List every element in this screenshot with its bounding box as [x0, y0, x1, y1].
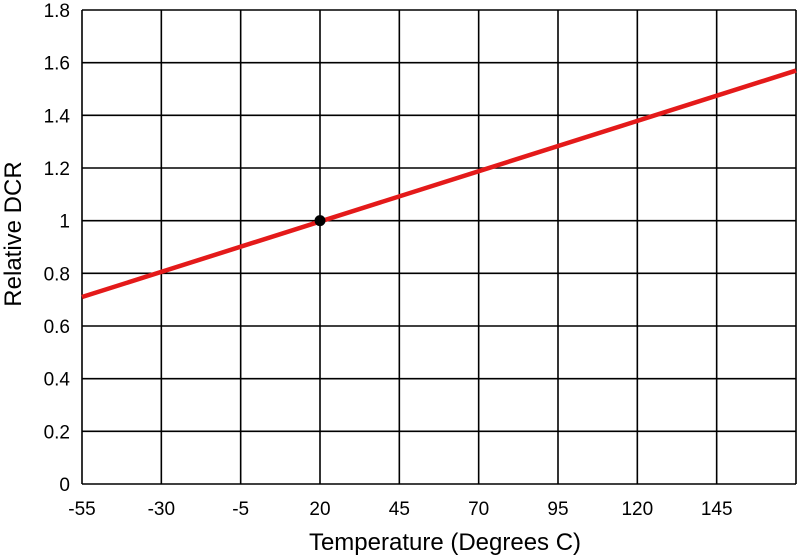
y-tick-label: 0	[59, 475, 70, 496]
x-tick-label: 145	[701, 499, 733, 520]
x-axis-label: Temperature (Degrees C)	[309, 529, 581, 556]
tick-labels: -55 -30 -5 20 45 70 95 120 145 0 0.2 0.4 0.6 0.8 1 1.2 1…	[44, 1, 733, 520]
y-axis-label: Relative DCR	[0, 161, 27, 306]
x-tick-label: 95	[547, 499, 568, 520]
y-tick-label: 0.2	[44, 422, 70, 443]
y-tick-label: 1.4	[44, 106, 71, 127]
series-layer	[81, 68, 797, 300]
y-tick-label: 1.6	[44, 54, 70, 75]
grid	[81, 9, 797, 485]
y-tick-label: 0.6	[44, 317, 70, 338]
x-tick-label: 120	[621, 499, 653, 520]
y-tick-label: 0.4	[44, 370, 71, 391]
x-tick-label: 45	[389, 499, 410, 520]
y-tick-label: 0.8	[44, 264, 70, 285]
x-tick-label: -30	[148, 499, 175, 520]
reference-point	[314, 215, 326, 227]
y-tick-label: 1.2	[44, 159, 70, 180]
x-tick-label: 20	[309, 499, 330, 520]
y-tick-label: 1	[59, 212, 70, 233]
x-tick-label: -5	[232, 499, 249, 520]
x-tick-label: -55	[68, 499, 95, 520]
y-tick-label: 1.8	[44, 1, 70, 22]
x-tick-label: 70	[468, 499, 489, 520]
series-line	[81, 68, 797, 300]
